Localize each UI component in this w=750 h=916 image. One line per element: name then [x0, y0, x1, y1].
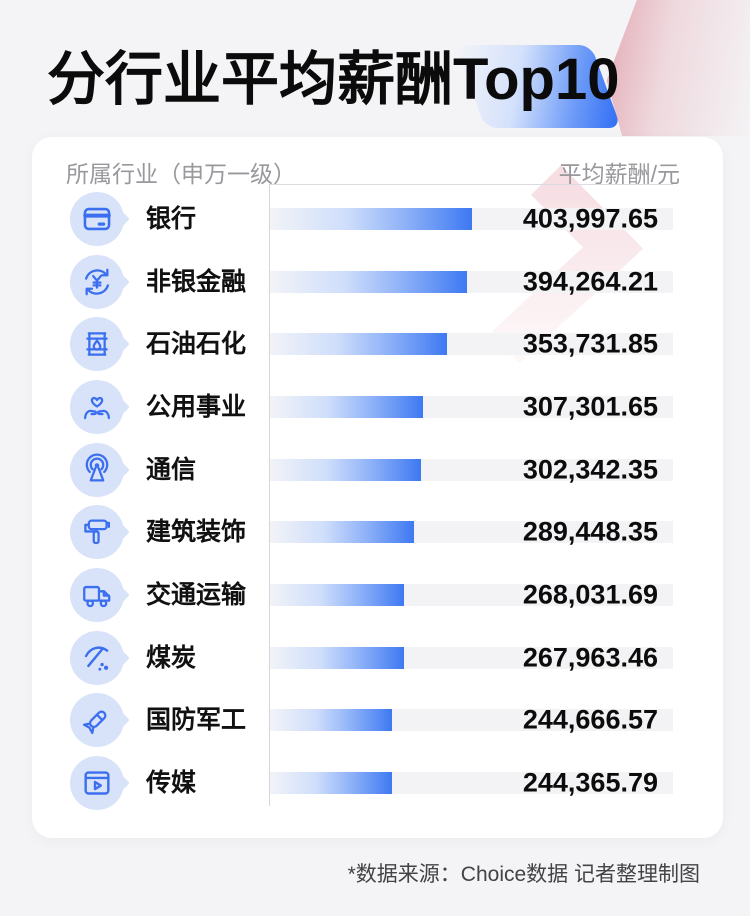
- bar-rows: 银行 403,997.65 非银金融 394,264.21 石油石化 353,7…: [32, 137, 723, 838]
- icon-bubble-tail: [111, 773, 130, 793]
- bar-track: [269, 646, 673, 669]
- industry-row: 煤炭 267,963.46: [32, 627, 723, 689]
- icon-bubble-tail: [111, 209, 130, 229]
- bar-track: [269, 396, 673, 418]
- salary-value: 244,365.79: [522, 767, 658, 798]
- bar-fill: [269, 333, 447, 356]
- industry-label: 通信: [146, 455, 197, 484]
- industry-row: 建筑装饰 289,448.35: [32, 501, 723, 563]
- industry-label: 公用事业: [146, 393, 247, 421]
- industry-icon-bubble: [70, 630, 130, 685]
- salary-value: 307,301.65: [522, 391, 658, 422]
- industry-icon-bubble: [70, 380, 130, 434]
- bar-track: [269, 521, 673, 544]
- icon-bubble-tail: [111, 648, 130, 667]
- truck-icon: [80, 578, 114, 612]
- icon-bubble-tail: [111, 460, 130, 479]
- industry-label: 煤炭: [146, 643, 197, 672]
- bar-fill: [269, 771, 392, 794]
- industry-row: 传媒 244,365.79: [32, 752, 723, 814]
- salary-value: 394,264.21: [522, 266, 658, 297]
- bar-fill: [269, 584, 404, 606]
- bar-fill: [269, 521, 415, 544]
- industry-row: 交通运输 268,031.69: [32, 564, 723, 626]
- salary-value: 403,997.65: [522, 203, 658, 234]
- bar-fill: [269, 709, 392, 732]
- header-rule: [269, 184, 673, 185]
- salary-value: 268,031.69: [522, 579, 658, 610]
- salary-value: 289,448.35: [522, 516, 658, 547]
- bar-fill: [269, 646, 404, 669]
- icon-bubble-tail: [111, 711, 130, 730]
- icon-bubble-tail: [111, 397, 130, 417]
- salary-value: 302,342.35: [522, 454, 658, 485]
- icon-bubble-tail: [111, 523, 130, 542]
- industry-icon-bubble: [70, 317, 130, 372]
- bar-track: [269, 458, 673, 481]
- industry-row: 通信 302,342.35: [32, 439, 723, 501]
- industry-label: 银行: [146, 205, 197, 233]
- bar-fill: [269, 208, 472, 230]
- industry-label: 交通运输: [146, 581, 247, 609]
- source-note: *数据来源：Choice数据 记者整理制图: [347, 863, 700, 886]
- industry-icon-bubble: [70, 505, 130, 560]
- chart-card: 所属行业（申万一级） 平均薪酬/元 银行 403,997.65 非银金融 394…: [32, 137, 723, 838]
- broadcast-antenna-icon: [80, 453, 114, 487]
- salary-value: 244,666.57: [522, 704, 658, 735]
- bar-track: [269, 584, 673, 606]
- salary-value: 267,963.46: [522, 642, 658, 673]
- industry-label: 非银金融: [146, 267, 247, 296]
- icon-bubble-tail: [111, 585, 130, 605]
- axis-line: [269, 184, 270, 806]
- industry-row: 公用事业 307,301.65: [32, 376, 723, 438]
- bar-track: [269, 709, 673, 732]
- industry-icon-bubble: [70, 755, 130, 810]
- industry-icon-bubble: [70, 568, 130, 622]
- industry-label: 石油石化: [146, 330, 247, 359]
- bar-fill: [269, 270, 468, 293]
- column-header-industry: 所属行业（申万一级）: [66, 161, 296, 187]
- industry-icon-bubble: [70, 442, 130, 497]
- industry-label: 传媒: [146, 768, 197, 797]
- bar-fill: [269, 458, 421, 481]
- hands-heart-icon: [80, 390, 114, 424]
- bank-card-icon: [80, 202, 114, 236]
- yen-exchange-icon: [80, 265, 114, 299]
- bar-fill: [269, 396, 424, 418]
- icon-bubble-tail: [111, 335, 130, 354]
- media-player-icon: [80, 766, 114, 800]
- industry-label: 国防军工: [146, 706, 247, 735]
- corner-ribbon-shape: [606, 0, 750, 136]
- industry-icon-bubble: [70, 693, 130, 748]
- industry-row: 国防军工 244,666.57: [32, 689, 723, 751]
- industry-label: 建筑装饰: [146, 518, 247, 547]
- icon-bubble-tail: [111, 272, 130, 291]
- page-title: 分行业平均薪酬Top10: [47, 47, 620, 112]
- industry-row: 非银金融 394,264.21: [32, 251, 723, 313]
- salary-value: 353,731.85: [522, 328, 658, 359]
- industry-icon-bubble: [70, 192, 130, 246]
- paint-roller-icon: [80, 515, 114, 549]
- industry-icon-bubble: [70, 254, 130, 309]
- missile-icon: [80, 703, 114, 737]
- industry-row: 石油石化 353,731.85: [32, 313, 723, 375]
- industry-row: 银行 403,997.65: [32, 188, 723, 250]
- pickaxe-coal-icon: [80, 641, 114, 675]
- bar-track: [269, 771, 673, 794]
- oil-barrel-icon: [80, 327, 114, 361]
